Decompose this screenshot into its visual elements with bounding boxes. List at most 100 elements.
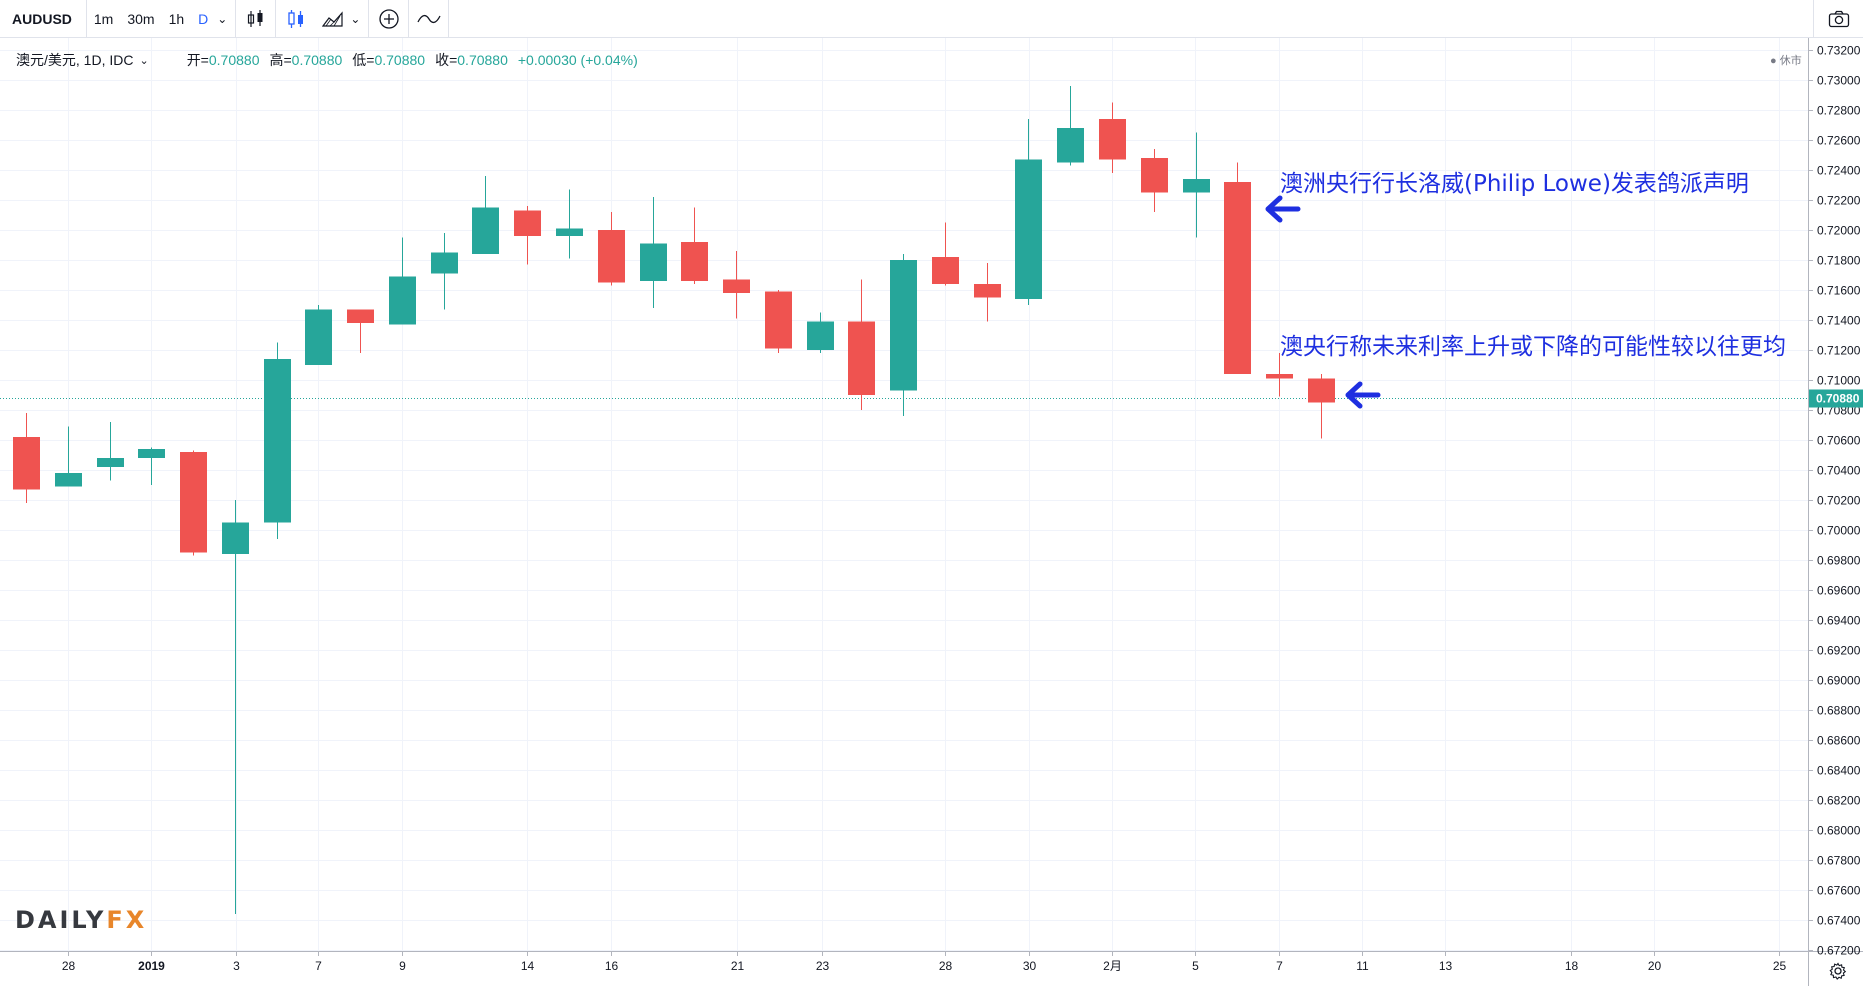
x-tick-label: 23: [816, 959, 830, 973]
camera-icon[interactable]: [1813, 0, 1863, 38]
market-status: ● 休市: [1770, 55, 1802, 67]
y-tick-label: 0.70600: [1817, 434, 1861, 448]
low-label: 低=: [352, 52, 375, 68]
bars-icon[interactable]: [276, 0, 316, 38]
legend-symbol[interactable]: 澳元/美元, 1D, IDC: [16, 52, 134, 68]
candle-body: [222, 522, 249, 554]
ohlc-legend: 澳元/美元, 1D, IDC ⌄ 开= 0.70880 高= 0.70880 低= 0…: [16, 50, 638, 70]
y-tick-label: 0.68000: [1817, 824, 1861, 838]
high-value: 0.70880: [291, 52, 343, 68]
chart-type-chevron-icon[interactable]: ⌄: [350, 0, 370, 38]
last-price-label-bg: [1809, 389, 1863, 408]
open-value: 0.70880: [208, 52, 260, 68]
candle-body: [1099, 119, 1126, 160]
interval-d-button[interactable]: D: [198, 10, 209, 27]
annotation-arrow-1[interactable]: [1265, 195, 1301, 223]
y-tick-label: 0.72400: [1817, 164, 1861, 178]
y-tick-label: 0.69000: [1817, 674, 1861, 688]
candle-body: [932, 257, 959, 284]
symbol-search-button[interactable]: AUDUSD: [0, 0, 87, 38]
candle-body: [305, 309, 332, 365]
annotation-lowe-statement[interactable]: 澳洲央行行长洛威(Philip Lowe)发表鸽派声明: [1280, 171, 1749, 197]
y-tick-label: 0.71400: [1817, 314, 1861, 328]
y-tick-label: 0.68600: [1817, 734, 1861, 748]
interval-1m-button[interactable]: 1m: [93, 10, 114, 27]
x-tick-label: 13: [1439, 959, 1453, 973]
candle-body: [514, 210, 541, 236]
interval-group: 1m 30m 1h D: [87, 0, 215, 38]
x-tick-label: 16: [605, 959, 619, 973]
candle-body: [640, 243, 667, 281]
x-tick-label: 20: [1648, 959, 1662, 973]
y-tick-label: 0.72800: [1817, 104, 1861, 118]
x-tick-label: 21: [731, 959, 745, 973]
candle-body: [1141, 158, 1168, 193]
y-tick-label: 0.70400: [1817, 464, 1861, 478]
x-tick-label: 3: [233, 959, 240, 973]
area-chart-icon[interactable]: [316, 0, 350, 38]
market-status-label: 休市: [1779, 55, 1802, 67]
x-tick-label: 7: [1276, 959, 1283, 973]
candle-body: [974, 284, 1001, 298]
y-tick-label: 0.70000: [1817, 524, 1861, 538]
x-tick-label: 2019: [138, 959, 165, 973]
x-tick-label: 30: [1023, 959, 1037, 973]
candle-body: [472, 207, 499, 254]
y-tick-label: 0.67200: [1817, 944, 1861, 958]
change-value: +0.00030 (+0.04%): [517, 52, 638, 68]
candle-body: [807, 321, 834, 350]
candle-body: [598, 230, 625, 283]
candle-body: [97, 458, 124, 467]
high-label: 高=: [269, 52, 292, 68]
last-price-label: 0.70880: [1816, 392, 1860, 406]
y-tick-label: 0.70200: [1817, 494, 1861, 508]
interval-dropdown-chevron-icon[interactable]: ⌄: [215, 0, 237, 38]
add-indicator-icon[interactable]: [369, 0, 410, 38]
y-tick-label: 0.69600: [1817, 584, 1861, 598]
y-tick-label: 0.72000: [1817, 224, 1861, 238]
interval-1h-button[interactable]: 1h: [168, 10, 185, 27]
price-chart[interactable]: 0.73200 0.73000 0.72800 0.72600 0.72400 0.722…: [0, 38, 1863, 986]
x-tick-label: 9: [399, 959, 406, 973]
annotation-rate-outlook[interactable]: 澳央行称未来利率上升或下降的可能性较以往更均: [1280, 334, 1786, 360]
y-tick-label: 0.68800: [1817, 704, 1861, 718]
candle-body: [1015, 159, 1042, 299]
annotation-arrow-2[interactable]: [1345, 381, 1381, 409]
candle-body: [848, 321, 875, 395]
settings-gear-icon[interactable]: [1813, 956, 1863, 986]
x-tick-label: 5: [1192, 959, 1199, 973]
y-tick-label: 0.73000: [1817, 74, 1861, 88]
candle-body: [723, 279, 750, 293]
candle-body: [264, 359, 291, 523]
open-label: 开=: [186, 52, 209, 68]
candle-body: [180, 452, 207, 553]
candles-icon[interactable]: [236, 0, 277, 38]
y-tick-label: 0.69200: [1817, 644, 1861, 658]
y-tick-label: 0.68400: [1817, 764, 1861, 778]
x-tick-label: 18: [1565, 959, 1579, 973]
candle-body: [1308, 378, 1335, 403]
y-tick-label: 0.73200: [1817, 44, 1861, 58]
y-tick-label: 0.71800: [1817, 254, 1861, 268]
y-tick-label: 0.72600: [1817, 134, 1861, 148]
interval-30m-button[interactable]: 30m: [127, 10, 155, 27]
candle-body: [138, 449, 165, 458]
close-value: 0.70880: [457, 52, 508, 68]
y-tick-label: 0.67800: [1817, 854, 1861, 868]
candle-body: [13, 437, 40, 490]
legend-chevron-icon[interactable]: ⌄: [139, 54, 149, 67]
x-tick-label: 14: [521, 959, 535, 973]
x-tick-label: 28: [939, 959, 953, 973]
candle-body: [681, 242, 708, 281]
candle-body: [55, 473, 82, 487]
x-tick-label: 28: [62, 959, 76, 973]
close-label: 收=: [435, 52, 458, 68]
dailyfx-logo: DAILYFX: [15, 906, 148, 934]
candle-body: [765, 291, 792, 349]
candle-body: [1266, 374, 1293, 379]
candle-body: [890, 260, 917, 391]
candle-body: [556, 228, 583, 236]
y-tick-label: 0.71600: [1817, 284, 1861, 298]
x-tick-label: 2月: [1103, 959, 1122, 973]
drawing-icon[interactable]: [409, 0, 450, 38]
